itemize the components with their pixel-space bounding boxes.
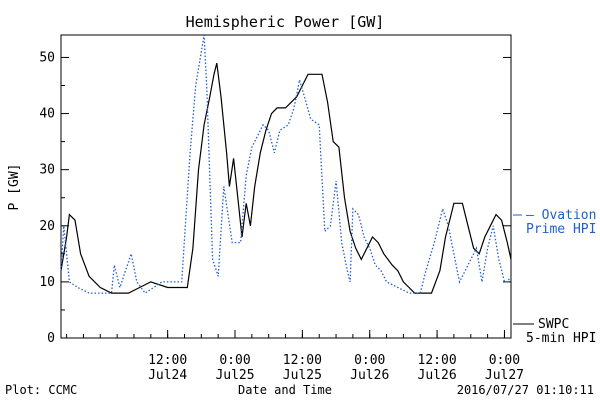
x-tick-label-date: Jul27 (485, 368, 524, 383)
x-tick-label-time: 0:00 (219, 353, 250, 368)
legend-swpc-line2: 5-min HPI (526, 331, 596, 346)
x-tick-label-date: Jul26 (418, 368, 457, 383)
x-tick-label-date: Jul25 (283, 368, 322, 383)
y-axis-label: P [GW] (7, 164, 22, 211)
y-tick-label: 30 (39, 163, 55, 178)
legend-ovation-line1: – Ovation (526, 208, 596, 223)
x-tick-label-time: 12:00 (283, 353, 322, 368)
chart-title: Hemispheric Power [GW] (186, 13, 385, 31)
footer-plot-credit: Plot: CCMC (5, 383, 77, 397)
legend-swpc-line1: SWPC (538, 317, 569, 332)
x-tick-label-time: 12:00 (418, 353, 457, 368)
y-tick-label: 50 (39, 50, 55, 65)
x-tick-label-date: Jul26 (350, 368, 389, 383)
x-tick-label-date: Jul24 (148, 368, 187, 383)
y-tick-label: 0 (47, 331, 55, 346)
series-layer (60, 34, 512, 294)
legend-ovation-line2: Prime HPI (526, 222, 596, 237)
y-tick-label: 40 (39, 107, 55, 122)
x-axis: 12:00Jul240:00Jul2512:00Jul250:00Jul2612… (66, 330, 524, 383)
series-line-swpc (60, 62, 512, 294)
footer-x-axis-label: Date and Time (238, 383, 332, 397)
footer-timestamp: 2016/07/27 01:10:11 (457, 383, 594, 397)
x-tick-label-time: 0:00 (354, 353, 385, 368)
y-axis: 0 10 20 30 40 50 (39, 50, 511, 346)
x-tick-label-time: 12:00 (148, 353, 187, 368)
y-tick-label: 10 (39, 275, 55, 290)
y-tick-label: 20 (39, 219, 55, 234)
x-tick-label-date: Jul25 (215, 368, 254, 383)
x-tick-label-time: 0:00 (489, 353, 520, 368)
series-line-ovation (60, 34, 512, 294)
